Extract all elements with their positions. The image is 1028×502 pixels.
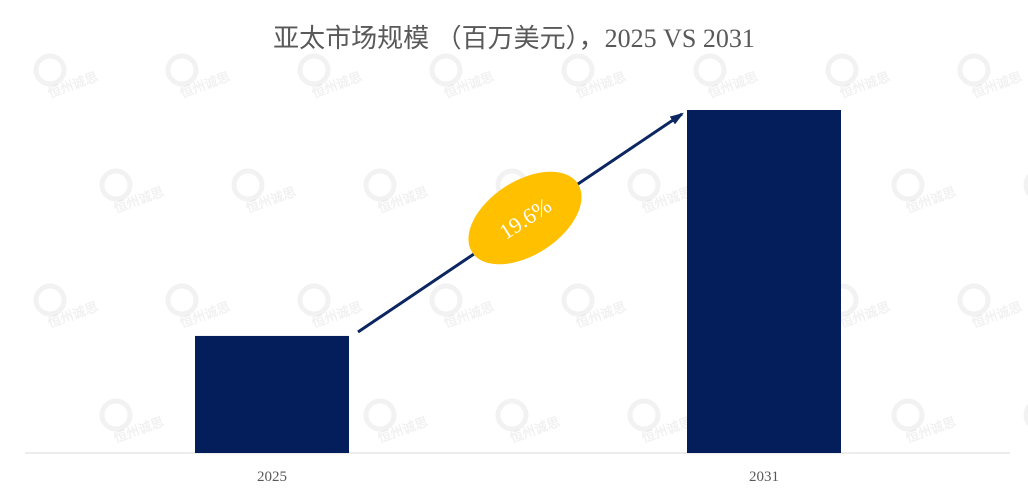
watermark-logo: 恒州诚思 bbox=[1023, 173, 1028, 197]
svg-text:恒州诚思: 恒州诚思 bbox=[442, 299, 496, 332]
svg-text:恒州诚思: 恒州诚思 bbox=[376, 414, 430, 447]
svg-text:恒州诚思: 恒州诚思 bbox=[904, 184, 958, 217]
svg-text:恒州诚思: 恒州诚思 bbox=[508, 414, 562, 447]
watermark-logo: 恒州诚思 bbox=[231, 168, 298, 217]
svg-text:恒州诚思: 恒州诚思 bbox=[970, 299, 1024, 332]
watermark-logo: 恒州诚思 bbox=[627, 168, 694, 217]
svg-text:恒州诚思: 恒州诚思 bbox=[112, 184, 166, 217]
watermark-logo: 恒州诚思 bbox=[363, 168, 430, 217]
watermark-logo: 恒州诚思 bbox=[429, 283, 496, 332]
chart-title: 亚太市场规模 （百万美元），2025 VS 2031 bbox=[273, 24, 755, 53]
svg-text:恒州诚思: 恒州诚思 bbox=[376, 184, 430, 217]
svg-text:恒州诚思: 恒州诚思 bbox=[904, 414, 958, 447]
svg-text:恒州诚思: 恒州诚思 bbox=[178, 69, 232, 102]
svg-text:恒州诚思: 恒州诚思 bbox=[442, 69, 496, 102]
watermark-logo: 恒州诚思 bbox=[297, 283, 364, 332]
svg-text:恒州诚思: 恒州诚思 bbox=[706, 69, 760, 102]
svg-text:恒州诚思: 恒州诚思 bbox=[46, 299, 100, 332]
watermark-logo: 恒州诚思 bbox=[561, 53, 628, 102]
svg-text:恒州诚思: 恒州诚思 bbox=[310, 299, 364, 332]
watermark-logo: 恒州诚思 bbox=[825, 53, 892, 102]
watermark-logo: 恒州诚思 bbox=[429, 53, 496, 102]
watermark-logo: 恒州诚思 bbox=[33, 53, 100, 102]
x-tick-label: 2031 bbox=[749, 469, 779, 485]
svg-text:恒州诚思: 恒州诚思 bbox=[112, 414, 166, 447]
svg-text:恒州诚思: 恒州诚思 bbox=[574, 299, 628, 332]
svg-text:恒州诚思: 恒州诚思 bbox=[574, 69, 628, 102]
watermark-logo: 恒州诚思 bbox=[297, 53, 364, 102]
watermark-logo: 恒州诚思 bbox=[99, 398, 166, 447]
svg-text:恒州诚思: 恒州诚思 bbox=[46, 69, 100, 102]
svg-text:恒州诚思: 恒州诚思 bbox=[838, 69, 892, 102]
svg-text:恒州诚思: 恒州诚思 bbox=[838, 299, 892, 332]
watermark-logo: 恒州诚思 bbox=[33, 283, 100, 332]
watermark-logo: 恒州诚思 bbox=[165, 283, 232, 332]
bar-2025 bbox=[195, 335, 349, 453]
watermark-logo: 恒州诚思 bbox=[627, 398, 694, 447]
watermark-logo: 恒州诚思 bbox=[891, 168, 958, 217]
watermark-logo: 恒州诚思 bbox=[693, 53, 760, 102]
x-tick-label: 2025 bbox=[257, 469, 287, 485]
watermark-logo: 恒州诚思 bbox=[165, 53, 232, 102]
cagr-badge bbox=[468, 171, 582, 265]
svg-text:恒州诚思: 恒州诚思 bbox=[310, 69, 364, 102]
watermark-logo: 恒州诚思 bbox=[363, 398, 430, 447]
watermark-logo: 恒州诚思 bbox=[561, 283, 628, 332]
watermark-logo: 恒州诚思 bbox=[1023, 403, 1028, 427]
watermark-logo: 恒州诚思 bbox=[99, 168, 166, 217]
bar-2031 bbox=[687, 110, 841, 453]
svg-text:恒州诚思: 恒州诚思 bbox=[640, 414, 694, 447]
watermark-logo: 恒州诚思 bbox=[495, 398, 562, 447]
svg-text:恒州诚思: 恒州诚思 bbox=[640, 184, 694, 217]
watermark-logo: 恒州诚思 bbox=[891, 398, 958, 447]
svg-text:恒州诚思: 恒州诚思 bbox=[970, 69, 1024, 102]
watermark-logo: 恒州诚思 bbox=[957, 53, 1024, 102]
watermark-logo: 恒州诚思 bbox=[957, 283, 1024, 332]
svg-text:恒州诚思: 恒州诚思 bbox=[178, 299, 232, 332]
svg-text:恒州诚思: 恒州诚思 bbox=[244, 184, 298, 217]
